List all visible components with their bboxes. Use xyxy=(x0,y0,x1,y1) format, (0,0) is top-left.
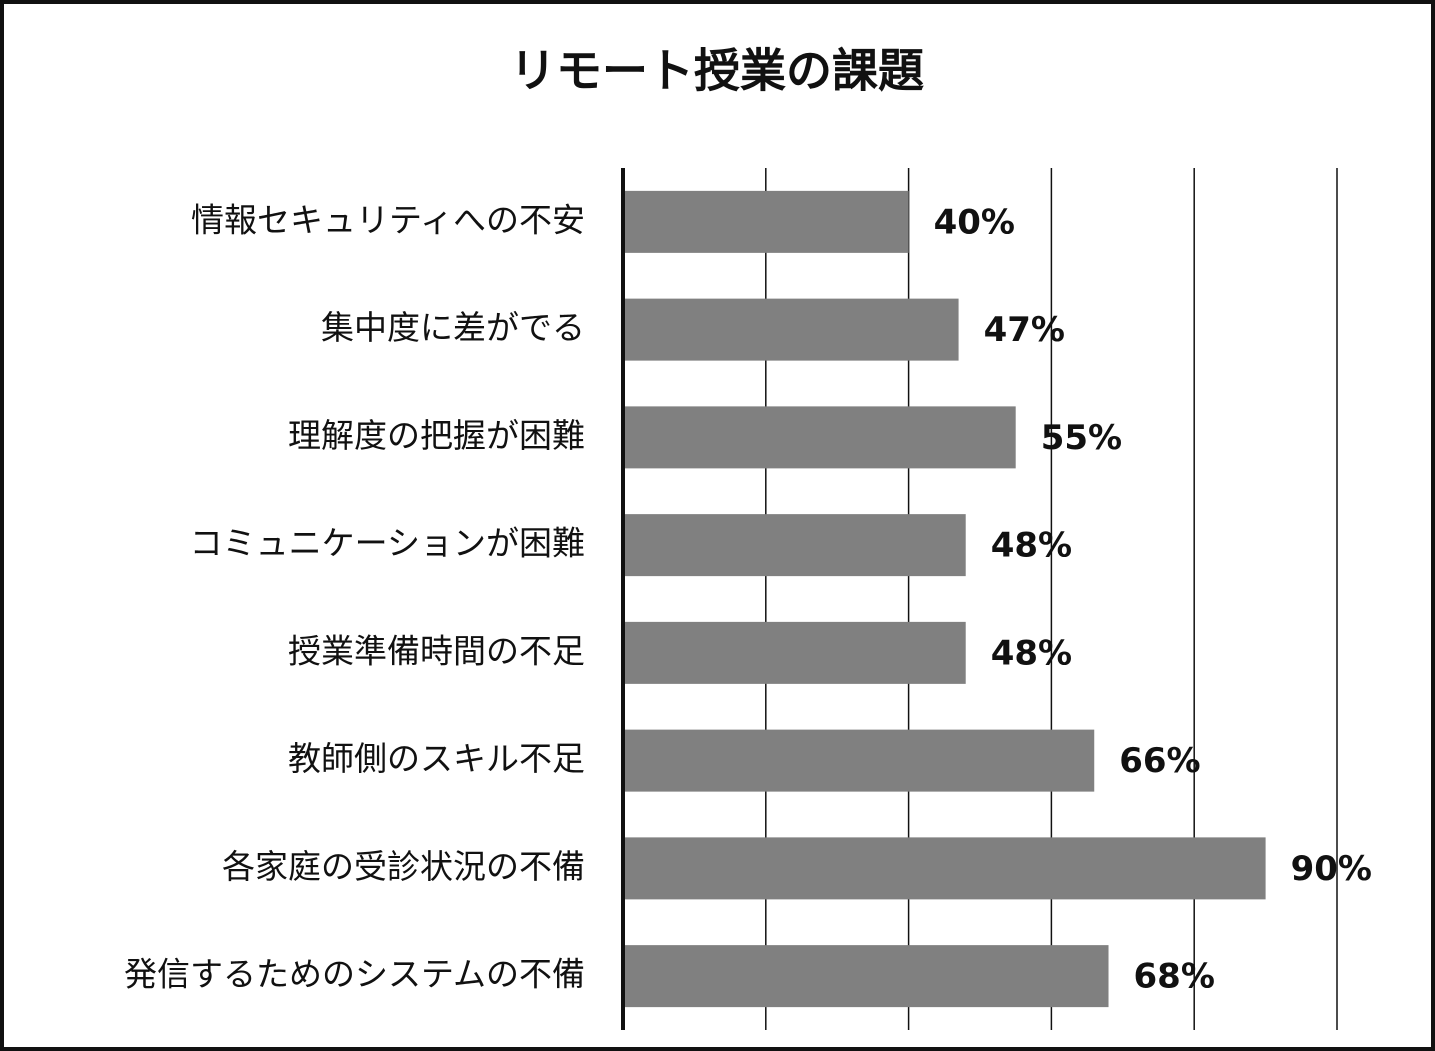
bar xyxy=(623,514,966,577)
value-label: 90% xyxy=(1291,849,1372,889)
y-tick-label: 授業準備時間の不足 xyxy=(288,631,585,670)
bar xyxy=(623,298,959,361)
y-tick-label: 理解度の把握が困難 xyxy=(288,416,585,455)
y-tick-label: コミュニケーションが困難 xyxy=(190,524,585,563)
value-label: 55% xyxy=(1041,418,1122,458)
value-label: 48% xyxy=(991,526,1072,566)
chart-title: リモート授業の課題 xyxy=(510,44,924,98)
value-label: 47% xyxy=(984,310,1065,350)
value-label: 48% xyxy=(991,633,1072,673)
bar xyxy=(623,837,1266,900)
bar xyxy=(623,945,1109,1008)
bar xyxy=(623,729,1095,792)
y-tick-label: 教師側のスキル不足 xyxy=(288,739,585,778)
value-label: 66% xyxy=(1119,741,1200,781)
y-tick-label: 発信するためのシステムの不備 xyxy=(124,955,585,994)
y-tick-label: 情報セキュリティへの不安 xyxy=(191,200,585,239)
value-label: 68% xyxy=(1134,957,1215,997)
bar xyxy=(623,621,966,684)
bar xyxy=(623,406,1016,469)
bar xyxy=(623,190,909,253)
y-tick-label: 各家庭の受診状況の不備 xyxy=(222,847,585,886)
y-tick-label: 集中度に差がでる xyxy=(321,308,585,347)
value-label: 40% xyxy=(934,202,1015,242)
